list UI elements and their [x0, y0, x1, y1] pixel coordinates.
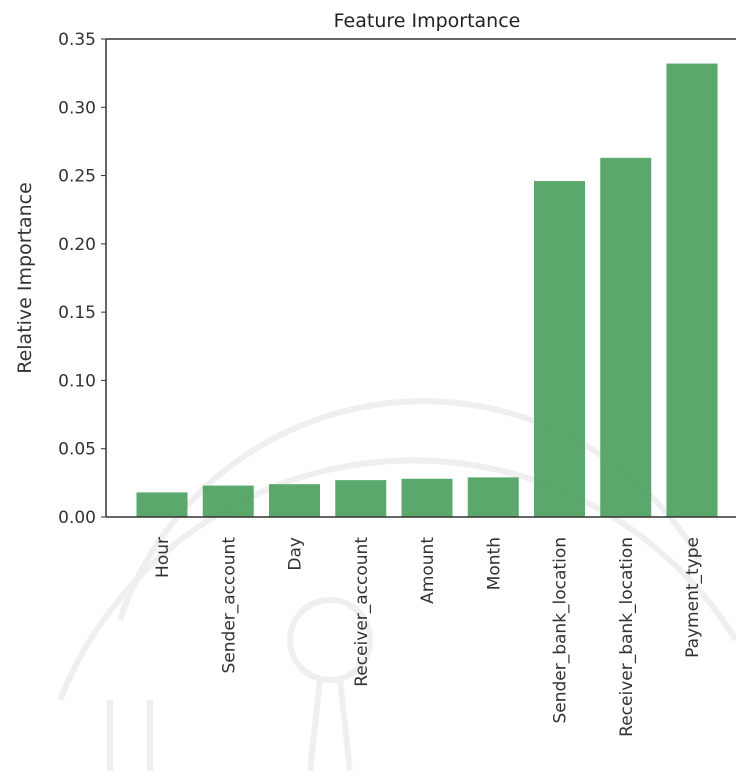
bar-month	[467, 477, 519, 517]
bar-day	[269, 484, 320, 517]
bar-amount	[401, 478, 453, 517]
y-tick-label: 0.20	[58, 235, 96, 255]
x-tick-label: Month	[484, 537, 504, 590]
y-tick-label: 0.15	[58, 303, 96, 323]
bars-group	[136, 63, 718, 517]
y-tick-label: 0.05	[58, 440, 96, 460]
y-tick-label: 0.00	[58, 508, 96, 528]
y-tick-label: 0.10	[58, 371, 96, 391]
bar-sender-bank-location	[534, 181, 585, 517]
y-tick-label: 0.35	[58, 30, 96, 50]
bar-payment-type	[666, 63, 718, 517]
x-tick-label: Payment_type	[683, 537, 703, 658]
y-tick-label: 0.25	[58, 167, 96, 187]
x-tick-label: Day	[286, 537, 306, 571]
bar-hour	[136, 492, 188, 517]
x-tick-label: Sender_account	[219, 537, 239, 674]
x-tick-label: Hour	[153, 537, 173, 578]
x-tick-label: Sender_bank_location	[551, 537, 571, 724]
y-axis-title: Relative Importance	[14, 182, 36, 374]
x-tick-label: Receiver_account	[352, 537, 372, 687]
x-tick-label: Amount	[418, 537, 438, 604]
bar-receiver-bank-location	[600, 157, 652, 517]
x-tick-label: Receiver_bank_location	[617, 537, 637, 737]
x-axis-ticks: Hour Sender_account Day Receiver_account Amo…	[153, 537, 703, 737]
chart-title: Feature Importance	[334, 10, 521, 32]
y-tick-label: 0.30	[58, 98, 96, 118]
bar-receiver-account	[335, 480, 387, 517]
bar-sender-account	[202, 485, 254, 517]
y-axis-ticks: 0.00 0.05 0.10 0.15 0.20 0.25 0.30 0.35	[58, 30, 106, 528]
